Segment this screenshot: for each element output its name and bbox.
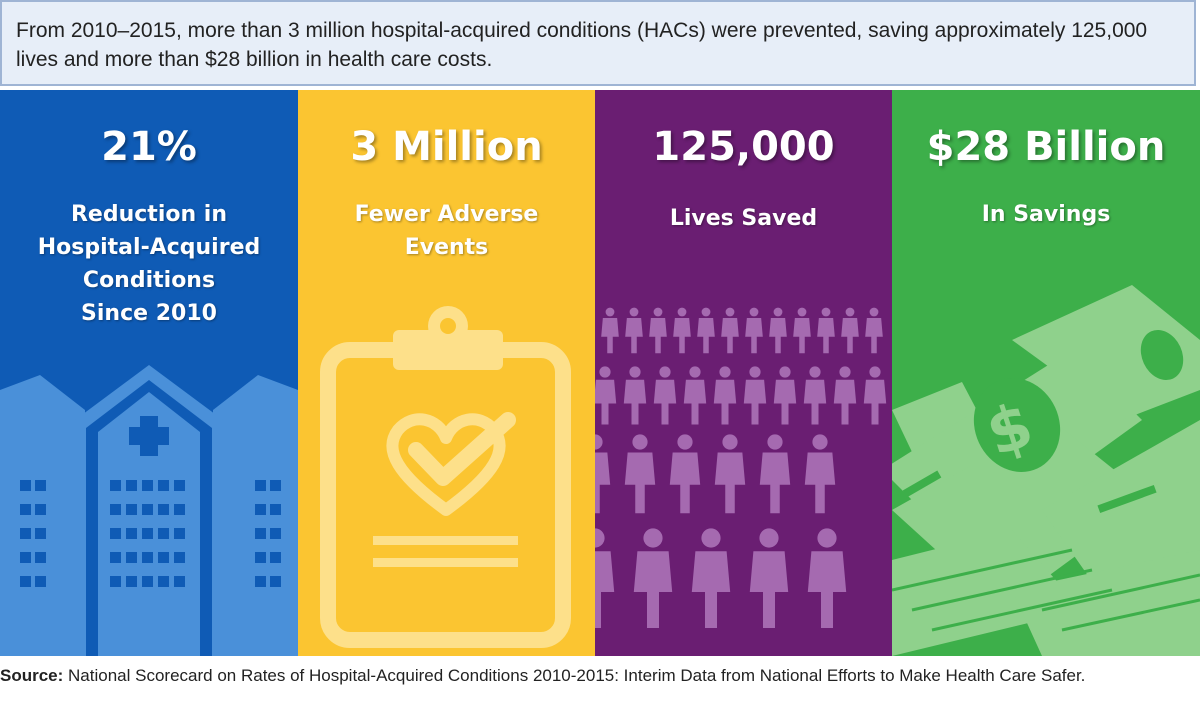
stat-label-line: Since 2010 bbox=[81, 301, 217, 326]
stat-label-line: Reduction in bbox=[70, 202, 227, 227]
stat-label-line: Conditions bbox=[82, 268, 216, 293]
stat-value: 21% bbox=[101, 124, 197, 170]
panel-lives-saved: 125,000 Lives Saved bbox=[595, 90, 892, 656]
source-note: Source: National Scorecard on Rates of H… bbox=[0, 666, 1200, 686]
stat-label-line: Lives Saved bbox=[669, 206, 818, 231]
hospital-icon bbox=[0, 365, 298, 656]
stat-label: Lives Saved bbox=[605, 202, 882, 235]
stat-label: In Savings bbox=[902, 198, 1190, 231]
panel-hac-reduction: 21% Reduction in Hospital-Acquired Condi… bbox=[0, 90, 298, 656]
panel-savings: $ $28 Billion In Savings bbox=[892, 90, 1200, 656]
stat-panels: 21% Reduction in Hospital-Acquired Condi… bbox=[0, 90, 1200, 656]
people-icon bbox=[595, 307, 887, 628]
stat-value: 125,000 bbox=[652, 124, 835, 170]
source-label: Source: bbox=[0, 666, 64, 685]
stat-label-line: Fewer Adverse bbox=[354, 202, 539, 227]
stat-label-line: In Savings bbox=[981, 202, 1111, 227]
stat-label: Fewer Adverse Events bbox=[308, 198, 585, 264]
money-icon: $ bbox=[892, 285, 1200, 656]
stat-value: 3 Million bbox=[350, 124, 543, 170]
intro-box: From 2010–2015, more than 3 million hosp… bbox=[0, 0, 1196, 86]
stat-value: $28 Billion bbox=[926, 124, 1166, 170]
source-text: National Scorecard on Rates of Hospital-… bbox=[68, 666, 1086, 685]
intro-text: From 2010–2015, more than 3 million hosp… bbox=[16, 19, 1148, 71]
stat-label-line: Events bbox=[404, 235, 489, 260]
stat-label-line: Hospital-Acquired bbox=[37, 235, 261, 260]
clipboard-heart-check-icon bbox=[320, 306, 571, 648]
stat-label: Reduction in Hospital-Acquired Condition… bbox=[10, 198, 288, 330]
panel-adverse-events: 3 Million Fewer Adverse Events bbox=[298, 90, 595, 656]
